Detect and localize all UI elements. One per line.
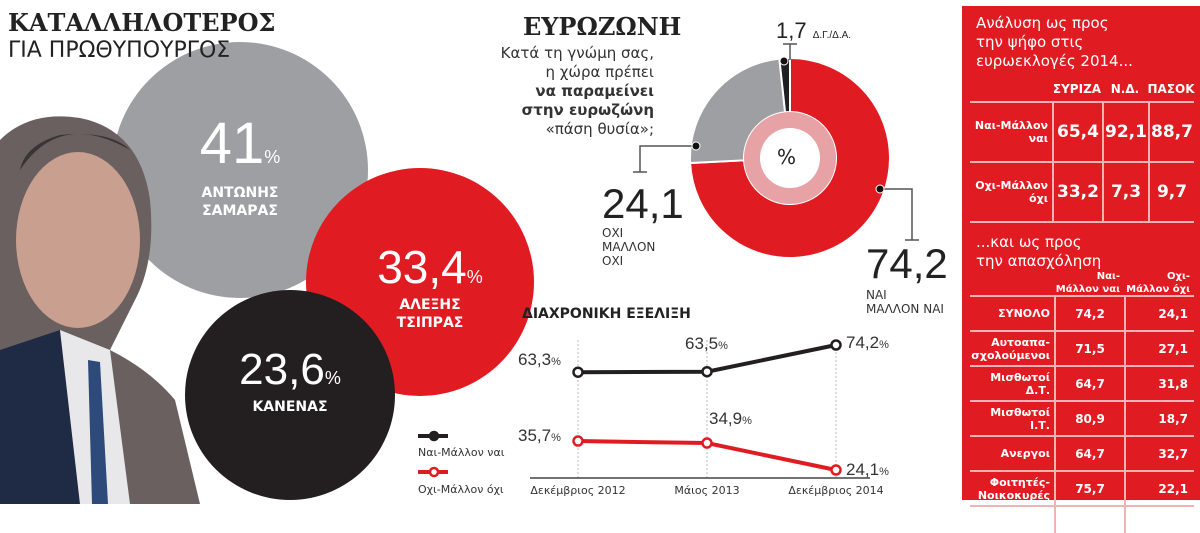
- vote-table-row: Ναι-Μάλλον ναι 65,4 92,1 88,7: [970, 103, 1194, 163]
- portrait-face: [16, 152, 140, 328]
- employment-table-row: Μισθωτοί Ι.Τ. 80,9 18,7: [970, 402, 1194, 437]
- line-point-0-1: [701, 365, 713, 378]
- donut-label-dk: 1,7 Δ.Γ./Δ.Α.: [776, 18, 852, 43]
- vote-table-header: ΣΥΡΙΖΑ Ν.Δ. ΠΑΣΟΚ: [970, 77, 1195, 103]
- leader-line-0: [783, 43, 797, 60]
- leader-line-2: [880, 188, 919, 241]
- line-point-1-2: [830, 464, 842, 476]
- leader-line-1: [633, 145, 696, 173]
- bubble-tsipras-value: 33,4%: [377, 241, 483, 293]
- line-value-label: 74,2%: [846, 333, 889, 352]
- graphics-layer: [0, 42, 919, 504]
- bubble-samaras-name: ΑΝΤΩΝΗΣ ΣΑΜΑΡΑΣ: [201, 185, 279, 219]
- bubble-2: [185, 290, 395, 500]
- legend-no-label: Οχι-Μάλλον όχι: [418, 483, 504, 496]
- employment-table-header: Ναι-Μάλλον ναι Οχι-Μάλλον όχι: [970, 271, 1194, 297]
- donut-center-percent: %: [777, 145, 797, 169]
- donut-label-yes-text: ΝΑΙ ΜΑΛΛΟΝ ΝΑΙ: [866, 288, 944, 316]
- portrait-tie: [88, 360, 108, 504]
- leader-dot-0: [779, 56, 789, 66]
- line-value-label: 24,1%: [846, 460, 889, 479]
- x-tick-label: Δεκέμβριος 2014: [788, 484, 884, 497]
- main-subtitle: ΓΙΑ ΠΡΩΘΥΠΟΥΡΓΟΣ: [8, 38, 231, 63]
- employment-table-row: Αυτοαπα-σχολούμενοι 71,5 27,1: [970, 332, 1194, 367]
- bubble-none-name: ΚΑΝΕΝΑΣ: [252, 399, 328, 415]
- eurozone-question: Κατά τη γνώμη σας, η χώρα πρέπει να παραμε…: [500, 44, 654, 138]
- employment-table-row: Μισθωτοί Δ.Τ. 64,7 31,8: [970, 367, 1194, 402]
- employment-table-row: Ανεργοι 64,7 32,7: [970, 437, 1194, 472]
- bubble-0: [112, 42, 368, 298]
- employment-table-row: Συνταξιούχοι 78,6 19,9: [968, 507, 1194, 533]
- leader-dot-2: [875, 184, 885, 194]
- portrait-suit: [0, 330, 80, 504]
- vote-table-row: Οχι-Μάλλον όχι 33,2 7,3 9,7: [970, 163, 1194, 223]
- line-point-0-2: [830, 339, 842, 351]
- line-point-0-0: [572, 366, 584, 378]
- line-point-1-1: [701, 437, 713, 449]
- donut-label-no-text: ΟΧΙ ΜΑΛΛΟΝ ΟΧΙ: [602, 226, 656, 268]
- employment-table-title: ...και ως προς την απασχόληση: [976, 233, 1102, 270]
- analysis-panel: Ανάλυση ως προς την ψήφο στις ευρωεκλογές …: [962, 6, 1200, 533]
- employment-table-row: ΣΥΝΟΛΟ 74,2 24,1: [970, 297, 1194, 332]
- bubble-samaras-value: 41%: [199, 111, 281, 176]
- legend-marker-1: [428, 466, 440, 478]
- vote-table-title: Ανάλυση ως προς την ψήφο στις ευρωεκλογές …: [976, 14, 1133, 70]
- line-chart-title: ΔΙΑΧΡΟΝΙΚΗ ΕΞΕΛΙΞΗ: [522, 306, 691, 322]
- bubble-none-value: 23,6%: [239, 345, 341, 394]
- legend-yes-label: Ναι-Μάλλον ναι: [418, 446, 505, 459]
- legend-marker-0: [428, 430, 440, 442]
- line-value-label: 34,9%: [709, 409, 752, 429]
- bubble-tsipras-name: ΑΛΕΞΗΣ ΤΣΙΠΡΑΣ: [396, 297, 464, 331]
- eurozone-title: ΕΥΡΩΖΩΝΗ: [523, 12, 682, 41]
- line-value-label: 63,3%: [518, 350, 561, 370]
- line-value-label: 35,7%: [518, 426, 561, 446]
- x-tick-label: Δεκέμβριος 2012: [530, 484, 626, 497]
- x-tick-label: Μάιος 2013: [674, 484, 740, 497]
- leader-dot-1: [691, 141, 701, 151]
- employment-table-row: Φοιτητές-Νοικοκυρές 75,7 22,1: [970, 472, 1194, 507]
- line-value-label: 63,5%: [685, 333, 728, 353]
- donut-center: [760, 128, 820, 188]
- main-title: ΚΑΤΑΛΛΗΛΟΤΕΡΟΣ: [8, 8, 276, 37]
- donut-label-no-value: 24,1: [602, 180, 684, 227]
- donut-label-yes-value: 74,2: [866, 240, 948, 287]
- line-point-1-0: [572, 435, 584, 447]
